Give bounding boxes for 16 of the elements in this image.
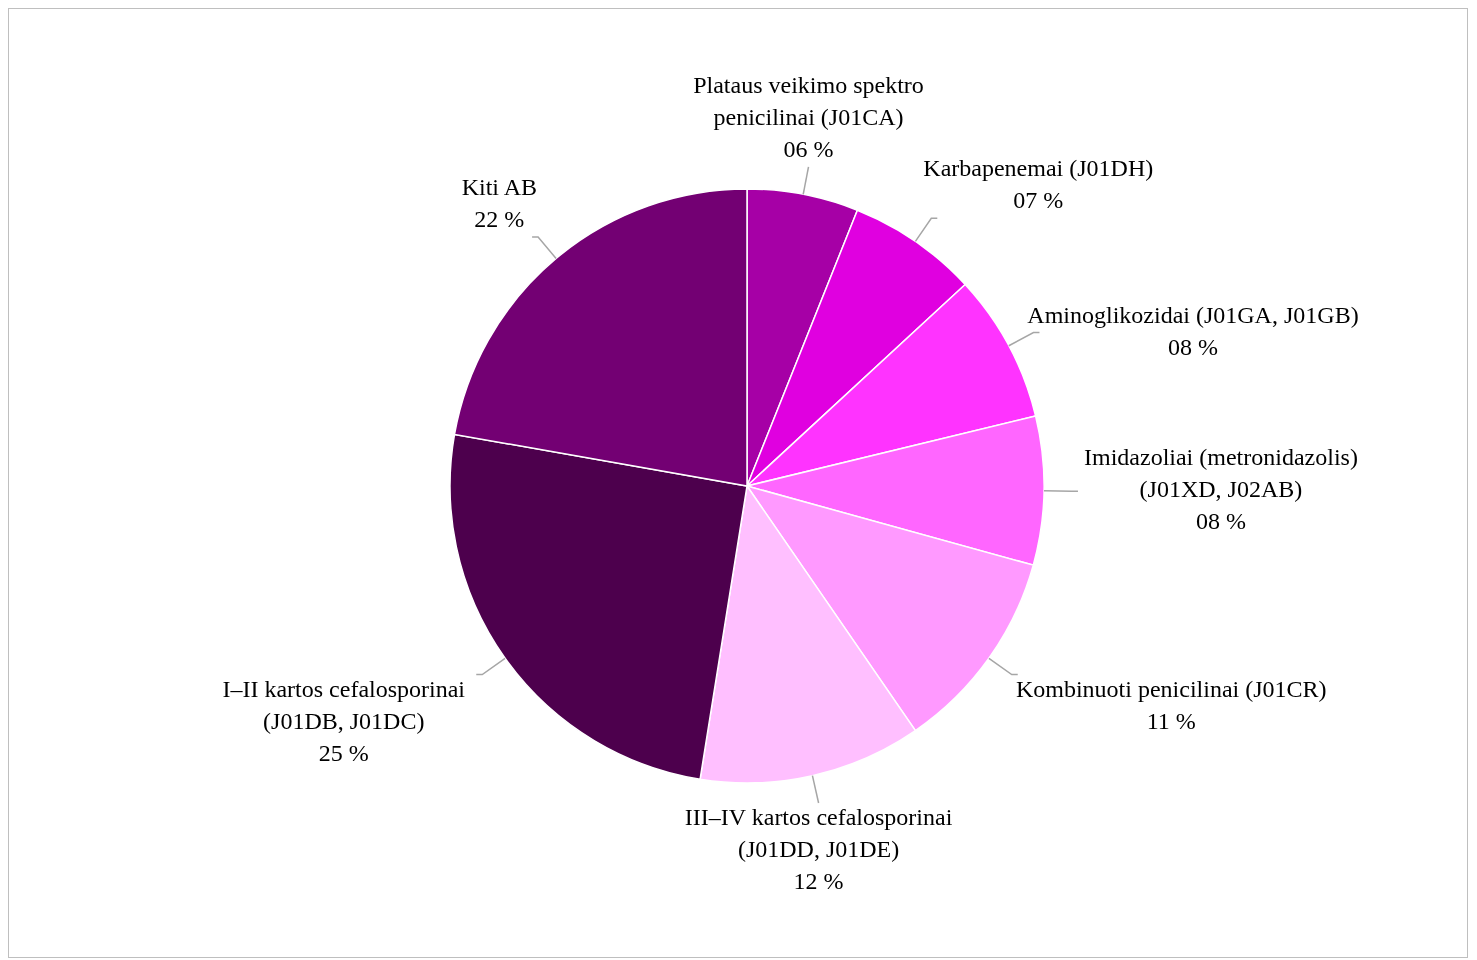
slice-label: Karbapenemai (J01DH)	[923, 155, 1154, 182]
data-label: 08 %	[1195, 508, 1246, 535]
slice-label: Imidazoliai (metronidazolis) (J01XD, J02AB)	[1084, 444, 1358, 503]
data-label: 12 %	[793, 868, 844, 895]
slice-label: Aminoglikozidai (J01GA, J01GB)	[1027, 301, 1359, 328]
slice-label: III–IV kartos cefalosporinai (J01DD, J01DE)	[684, 804, 953, 863]
data-label: 11 %	[1146, 707, 1196, 734]
data-label: 07 %	[1013, 187, 1064, 214]
slice-label: Kiti AB	[461, 174, 538, 201]
data-label: 08 %	[1167, 333, 1218, 360]
data-label: 25 %	[318, 739, 369, 766]
data-label: 22 %	[474, 206, 525, 233]
slice-label: I–II kartos cefalosporinai (J01DB, J01DC)	[222, 675, 466, 734]
data-label: 06 %	[783, 135, 834, 162]
slice-label: Plataus veikimo spektro penicilinai (J01CA)	[693, 71, 924, 130]
slice-label: Kombinuoti penicilinai (J01CR)	[1015, 675, 1327, 702]
